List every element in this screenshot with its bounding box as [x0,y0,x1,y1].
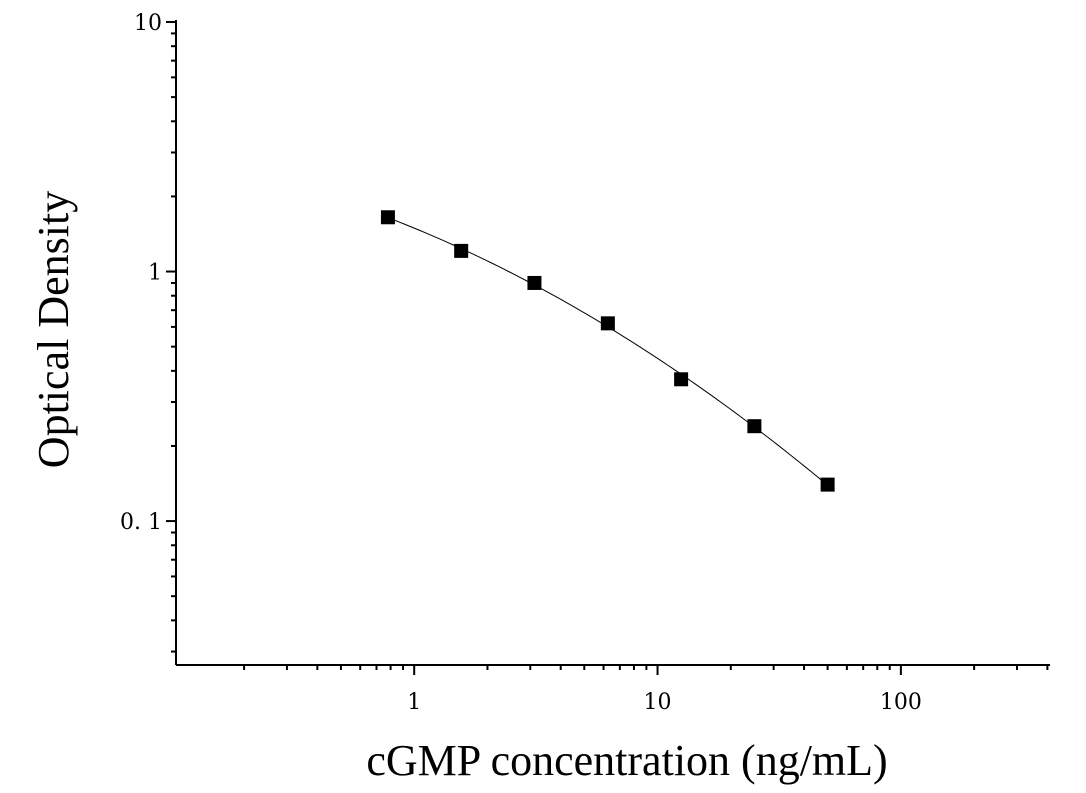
y-axis-title: Optical Density [29,191,78,468]
x-tick-label: 100 [880,690,922,715]
data-point [380,210,395,225]
data-point [674,372,689,387]
data-point [747,419,762,434]
data-point [527,275,542,290]
x-axis-title: cGMP concentration (ng/mL) [366,736,887,785]
data-point [600,316,615,331]
x-tick-label: 1 [407,690,421,715]
tick-labels: 1 10 100 0. 1 1 10 [120,11,922,715]
y-tick-label: 10 [134,11,162,36]
data-point [820,477,835,492]
x-tick-label: 10 [644,690,672,715]
y-tick-label: 1 [148,261,162,286]
axes [175,20,1050,666]
minor-ticks [171,32,1049,670]
fit-curve [387,217,828,486]
data-point [454,243,469,258]
major-ticks [166,21,902,675]
y-tick-label: 0. 1 [120,510,162,535]
data-markers [380,210,835,492]
